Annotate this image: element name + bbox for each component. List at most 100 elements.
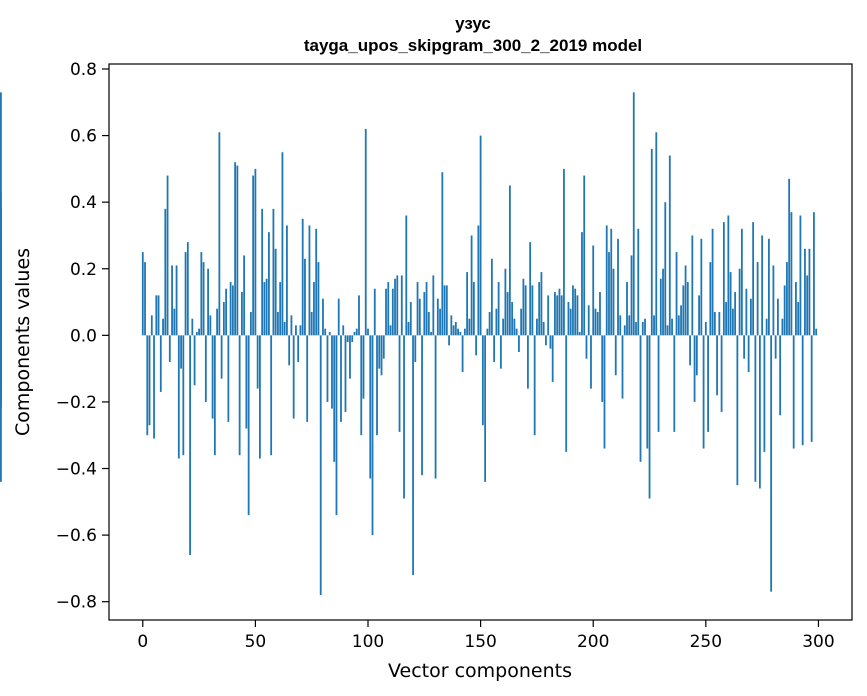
bar [788,178,791,336]
bar [572,285,574,336]
bar [405,215,408,336]
bar [409,302,412,336]
bar [538,282,541,336]
bar [427,312,430,336]
bar [326,335,329,402]
bar [155,295,158,336]
bar [599,292,601,336]
bar [211,335,214,419]
bar [191,318,194,336]
bar [171,265,173,336]
bar [240,292,243,336]
bar [722,222,725,336]
bar [468,318,471,336]
bar [695,335,698,376]
bar [804,248,806,336]
bar [511,302,514,336]
bar [508,185,511,336]
bar [569,308,572,336]
bar [153,335,155,439]
bar [292,335,295,419]
bar [637,228,640,336]
bar [725,302,727,336]
bar [434,335,437,479]
bar [461,335,464,372]
bar [515,328,518,336]
bar [713,312,716,336]
bar [702,335,705,449]
bar [797,302,800,336]
y-tick-label: −0.4 [56,460,97,480]
bar [288,335,291,366]
bar [247,335,250,516]
bar [662,268,664,336]
bar [340,335,342,422]
bar [740,228,743,336]
bar [270,335,273,456]
bar [182,335,185,456]
bar [335,335,338,516]
bar [259,335,261,459]
x-axis-label: Vector components [388,660,572,682]
bar [745,288,748,336]
bar [720,335,723,412]
bar [283,322,286,336]
x-tick-label: 250 [690,632,722,652]
bar [522,278,525,336]
bar [488,312,491,336]
bar [249,312,252,336]
bar [227,335,230,422]
bar [520,308,523,336]
bar [148,335,151,426]
bar [700,238,703,336]
bar [353,332,356,336]
bar [590,335,592,389]
bar [297,335,300,362]
bar [436,298,439,336]
bar [551,335,554,382]
bar [718,312,721,336]
bar [677,315,680,336]
bar [738,268,741,336]
bar [734,292,737,336]
bar [157,295,160,336]
bar [583,175,586,336]
bar [707,335,709,432]
bar [236,165,239,336]
bar [644,318,646,336]
bar [400,275,403,336]
bar [209,315,212,336]
bar [524,285,527,336]
bar [454,322,457,336]
bar [686,282,689,336]
bar [601,335,604,402]
bar [786,262,788,336]
bar [774,335,777,359]
bar [698,295,700,336]
bar [391,288,394,336]
bar [808,248,811,336]
bar [439,308,441,336]
bar [585,335,588,359]
bar [752,222,755,336]
bar [632,92,635,336]
bar [801,335,804,446]
bar [736,335,739,486]
bar [315,228,318,336]
bar [536,318,538,336]
bar [581,232,583,336]
bar [306,335,309,422]
bar [443,285,446,336]
bar [684,265,687,336]
bar [659,278,662,336]
bar [394,278,396,336]
bar [396,275,399,336]
bar [252,175,255,336]
bar [274,248,277,336]
bar [222,302,225,336]
bar [220,335,223,379]
bar [344,335,347,412]
x-tick-label: 200 [577,632,609,652]
bar [432,275,435,336]
bar [304,258,306,336]
